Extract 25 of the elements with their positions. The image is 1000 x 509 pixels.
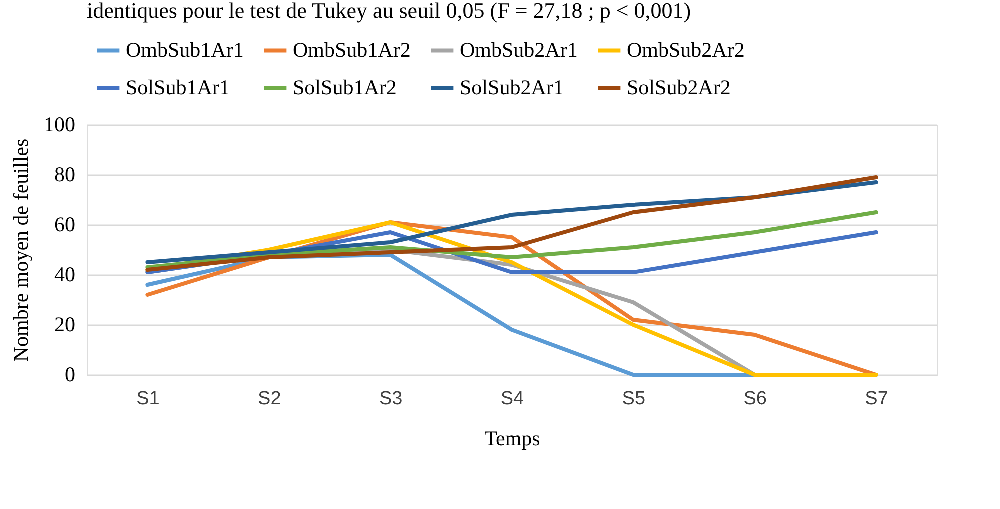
- y-tick-label: 0: [65, 362, 76, 386]
- y-tick-label: 100: [44, 112, 76, 136]
- x-tick-label: S4: [500, 388, 525, 410]
- y-tick-label: 60: [54, 212, 76, 236]
- y-axis-title: Nombre moyen de feuilles: [9, 138, 33, 362]
- y-tick-label: 20: [54, 312, 76, 336]
- legend-label: SolSub2Ar1: [460, 76, 564, 100]
- legend-label: OmbSub1Ar1: [126, 38, 244, 62]
- legend-label: OmbSub2Ar2: [627, 38, 745, 62]
- x-tick-label: S6: [744, 388, 767, 410]
- x-tick-label: S2: [258, 388, 282, 410]
- x-tick-label: S3: [379, 388, 403, 410]
- x-tick-label: S1: [136, 388, 160, 410]
- legend-label: OmbSub2Ar1: [460, 38, 578, 62]
- line-series: [146, 210, 878, 270]
- chart-title: identiques pour le test de Tukey au seuil 0,05 (F = 27,18 ; p < 0,001): [87, 0, 692, 23]
- x-axis-title: Temps: [484, 426, 540, 450]
- x-tick-label: S5: [622, 388, 646, 410]
- legend-label: SolSub1Ar1: [126, 76, 230, 100]
- y-tick-label: 40: [54, 262, 76, 286]
- legend-label: SolSub1Ar2: [293, 76, 397, 100]
- y-tick-label: 80: [54, 162, 76, 186]
- legend-label: SolSub2Ar2: [627, 76, 731, 100]
- legend-label: OmbSub1Ar2: [293, 38, 411, 62]
- x-tick-label: S7: [865, 388, 888, 410]
